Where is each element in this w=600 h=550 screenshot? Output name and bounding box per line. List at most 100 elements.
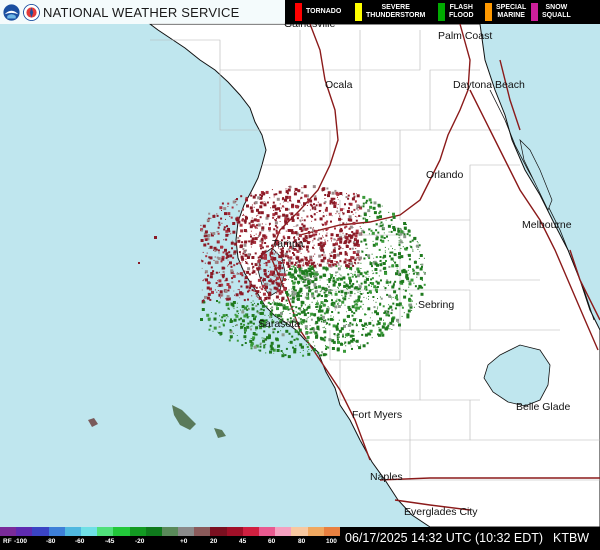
radar-pixel [268, 334, 271, 338]
radar-pixel [244, 240, 248, 244]
city-everglades-city[interactable]: Everglades City [404, 506, 478, 518]
radar-pixel [400, 230, 404, 234]
radar-pixel [324, 198, 326, 199]
radar-pixel [309, 265, 312, 268]
radar-pixel [343, 349, 346, 353]
radar-pixel [392, 284, 395, 287]
radar-pixel [344, 258, 347, 261]
radar-pixel [347, 197, 350, 200]
radar-pixel [325, 310, 329, 314]
legend-severe-thunderstorm[interactable]: SEVERE THUNDERSTORM [355, 0, 438, 24]
radar-pixel [360, 228, 362, 229]
radar-pixel [234, 242, 238, 246]
radar-pixel [302, 354, 305, 357]
radar-pixel [358, 287, 361, 290]
radar-pixel [360, 205, 362, 207]
radar-pixel [334, 309, 336, 311]
radar-pixel [289, 313, 291, 314]
radar-pixel [387, 284, 389, 286]
radar-pixel [209, 287, 212, 291]
radar-pixel [403, 233, 406, 236]
radar-pixel [336, 298, 338, 300]
radar-pixel [301, 219, 303, 221]
radar-pixel [272, 348, 276, 352]
radar-pixel [272, 205, 276, 209]
city-sarasota[interactable]: Sarasota [258, 318, 300, 330]
radar-pixel [272, 272, 275, 275]
radar-pixel [344, 239, 348, 243]
radar-pixel [210, 272, 214, 275]
radar-pixel [261, 223, 263, 225]
city-orlando[interactable]: Orlando [426, 169, 464, 181]
radar-pixel [417, 248, 419, 250]
radar-pixel [340, 208, 343, 212]
radar-pixel [378, 333, 381, 337]
radar-pixel [332, 243, 336, 247]
radar-pixel [365, 201, 368, 204]
radar-pixel [330, 233, 334, 237]
radar-pixel [348, 239, 352, 243]
radar-pixel [296, 298, 298, 300]
radar-pixel [302, 264, 305, 267]
city-sebring[interactable]: Sebring [418, 299, 454, 311]
radar-pixel [257, 256, 260, 259]
city-daytona-beach[interactable]: Daytona Beach [453, 79, 525, 91]
radar-pixel [400, 248, 402, 249]
legend-flash-flood[interactable]: FLASH FLOOD [438, 0, 485, 24]
radar-pixel [326, 262, 329, 265]
radar-pixel [218, 301, 221, 304]
radar-pixel [271, 244, 273, 247]
city-belle-glade[interactable]: Belle Glade [516, 401, 570, 413]
city-palm-coast[interactable]: Palm Coast [438, 30, 492, 42]
radar-pixel [290, 261, 294, 265]
radar-pixel [335, 291, 337, 293]
radar-pixel [354, 340, 356, 342]
radar-pixel [353, 241, 356, 243]
scale-tick: 80 [298, 538, 306, 545]
radar-pixel [337, 196, 338, 198]
velocity-color-scale: RF -100 -80 -60 -45 -20 +0 20 45 60 80 1… [0, 527, 340, 550]
city-fort-myers[interactable]: Fort Myers [352, 409, 402, 421]
legend-snow-squall[interactable]: SNOW SQUALL [531, 0, 576, 24]
radar-pixel [330, 315, 332, 317]
radar-pixel [221, 316, 224, 319]
city-tampa[interactable]: Tampa [272, 238, 304, 250]
radar-pixel [260, 319, 264, 322]
radar-pixel [274, 207, 278, 211]
radar-pixel [256, 267, 260, 271]
radar-pixel [257, 214, 259, 216]
radar-pixel [355, 229, 359, 233]
radar-pixel [271, 260, 273, 262]
legend-tornado[interactable]: TORNADO [295, 0, 355, 24]
radar-pixel [332, 279, 336, 283]
radar-pixel [336, 277, 340, 281]
radar-pixel [351, 197, 355, 201]
radar-pixel [337, 287, 339, 289]
radar-pixel [280, 252, 284, 255]
radar-pixel [384, 252, 386, 254]
radar-pixel [287, 236, 291, 240]
radar-pixel [222, 276, 225, 279]
radar-pixel [274, 211, 278, 215]
city-melbourne[interactable]: Melbourne [522, 219, 572, 231]
city-ocala[interactable]: Ocala [325, 79, 353, 91]
radar-pixel [397, 229, 401, 233]
radar-pixel [284, 219, 288, 223]
radar-pixel [375, 237, 377, 238]
radar-pixel [307, 259, 308, 261]
radar-pixel [352, 273, 354, 275]
radar-pixel [244, 331, 246, 334]
legend-special-marine[interactable]: SPECIAL MARINE [485, 0, 531, 24]
radar-pixel [203, 299, 205, 301]
radar-pixel [338, 217, 342, 221]
city-naples[interactable]: Naples [370, 471, 403, 483]
radar-pixel [344, 341, 347, 344]
radar-pixel [287, 201, 289, 203]
radar-pixel [293, 192, 297, 196]
radar-pixel [265, 285, 268, 289]
agency-brand[interactable]: NATIONAL WEATHER SERVICE [0, 0, 285, 24]
radar-pixel [341, 294, 343, 296]
radar-pixel [355, 207, 358, 210]
radar-pixel [264, 314, 266, 316]
